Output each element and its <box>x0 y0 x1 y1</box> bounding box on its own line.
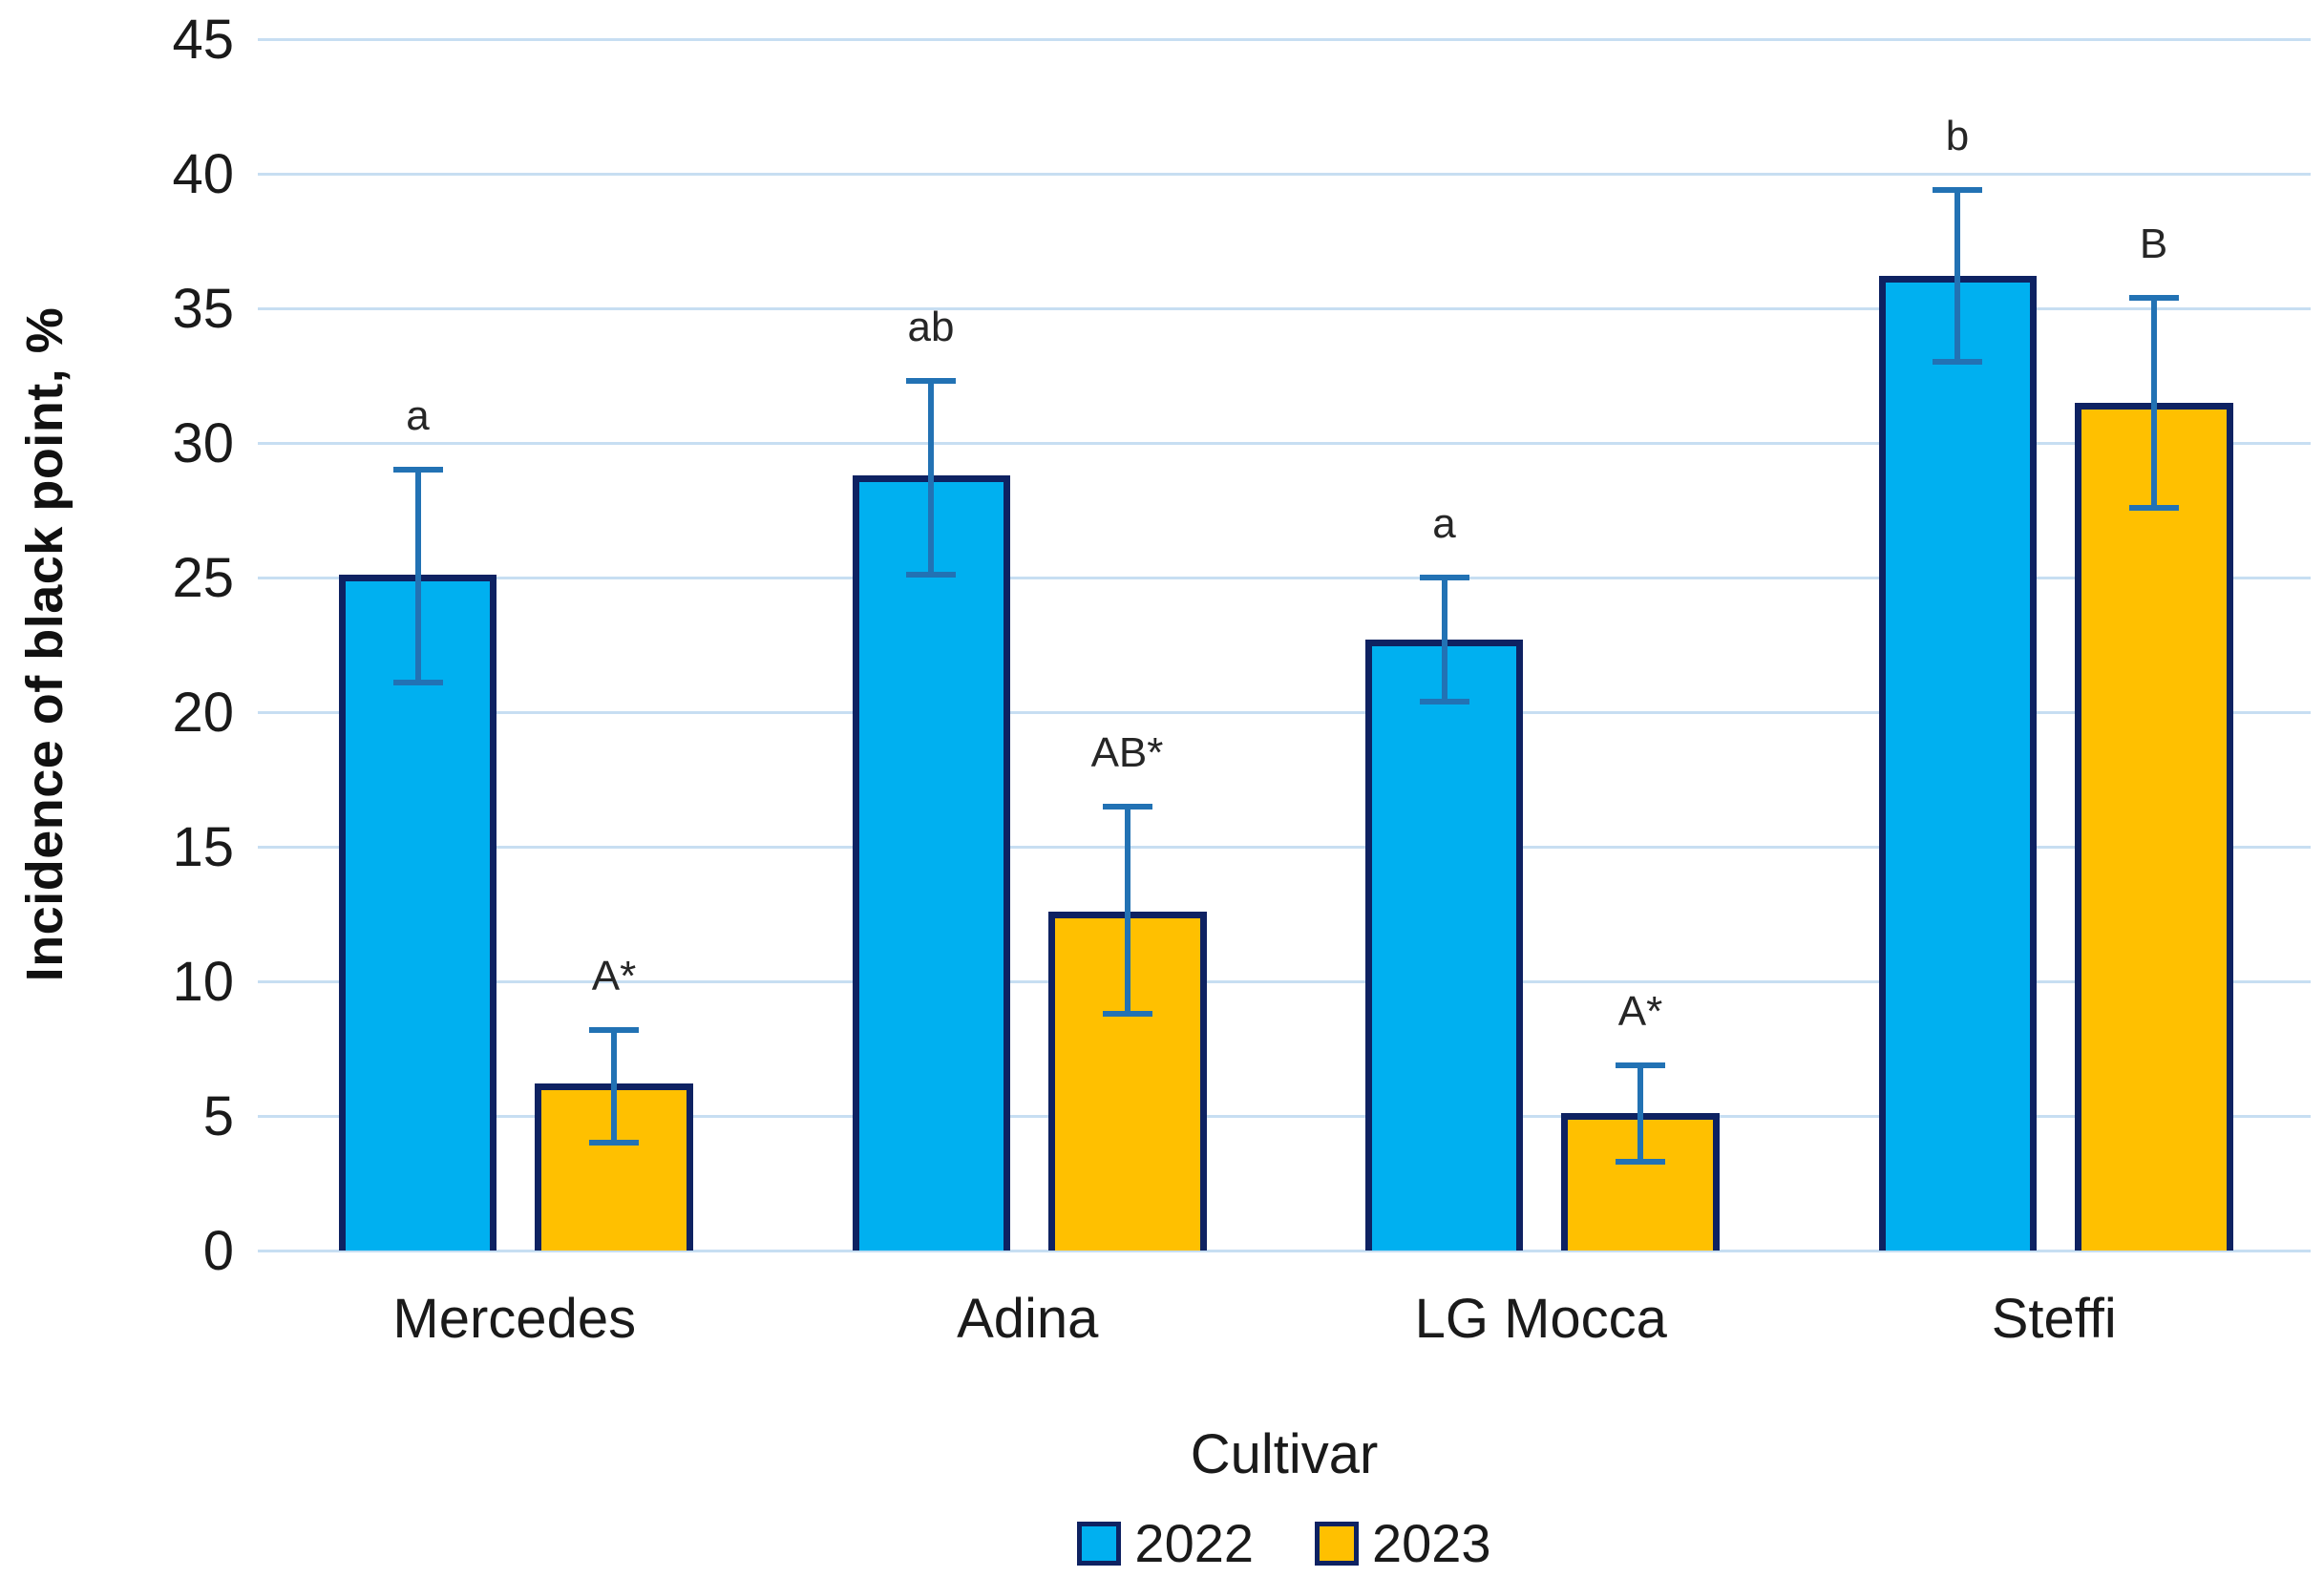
legend-label-2023: 2023 <box>1372 1513 1491 1573</box>
category-label-mercedes: Mercedes <box>392 1288 637 1350</box>
category-label-steffi: Steffi <box>1991 1288 2117 1350</box>
error-cap-low <box>589 1140 639 1146</box>
error-cap-high <box>2128 294 2179 301</box>
error-cap-low <box>1419 698 1469 704</box>
error-cap-low <box>906 572 956 578</box>
y-tick-label-40: 40 <box>172 143 234 205</box>
error-cap-high <box>589 1026 639 1033</box>
grid-line-5 <box>258 1115 2311 1118</box>
significance-letter-2023-lg-mocca: A* <box>1617 987 1663 1035</box>
x-axis-title: Cultivar <box>1190 1423 1379 1485</box>
error-cap-low <box>1933 359 1982 366</box>
y-tick-label-15: 15 <box>172 816 234 878</box>
grid-line-20 <box>258 711 2311 714</box>
grid-line-15 <box>258 846 2311 849</box>
legend-label-2022: 2022 <box>1134 1513 1254 1573</box>
y-tick-label-10: 10 <box>172 951 234 1013</box>
y-tick-label-25: 25 <box>172 547 234 609</box>
error-bar-2023-lg-mocca <box>1637 1062 1643 1165</box>
error-cap-high <box>1616 1062 1665 1068</box>
bar-2022-steffi <box>1878 276 2037 1251</box>
y-tick-label-0: 0 <box>202 1220 234 1282</box>
significance-letter-2022-adina: ab <box>907 304 955 351</box>
error-bar-2022-adina <box>928 378 934 578</box>
grid-line-40 <box>258 173 2311 176</box>
significance-letter-2023-adina: AB* <box>1090 728 1164 776</box>
error-cap-high <box>1419 575 1469 581</box>
legend-item-2023: 2023 <box>1315 1512 1491 1574</box>
significance-letter-2022-steffi: b <box>1945 113 1970 160</box>
category-label-adina: Adina <box>957 1288 1099 1350</box>
error-bar-2023-mercedes <box>611 1026 617 1146</box>
y-tick-label-45: 45 <box>172 9 234 71</box>
y-tick-label-30: 30 <box>172 412 234 474</box>
significance-letter-2023-mercedes: A* <box>591 952 637 999</box>
grid-line-35 <box>258 307 2311 310</box>
plot-area: a A* ab AB* a A* b B <box>258 38 2311 1252</box>
significance-letter-2023-steffi: B <box>2139 220 2168 267</box>
error-cap-low <box>2128 504 2179 511</box>
grid-line-30 <box>258 442 2311 445</box>
grid-line-10 <box>258 980 2311 983</box>
category-label-lg-mocca: LG Mocca <box>1414 1288 1667 1350</box>
error-bar-2022-mercedes <box>414 467 421 685</box>
bar-2023-steffi <box>2074 402 2233 1251</box>
legend-swatch-2022 <box>1077 1521 1122 1566</box>
error-bar-2023-adina <box>1124 803 1130 1017</box>
error-cap-low <box>1102 1010 1152 1017</box>
bar-2022-adina <box>852 474 1010 1251</box>
bar-2022-mercedes <box>339 575 496 1251</box>
error-bar-2022-steffi <box>1954 187 1960 366</box>
y-tick-label-35: 35 <box>172 278 234 340</box>
legend-swatch-2023 <box>1315 1521 1359 1566</box>
error-cap-high <box>1102 803 1152 810</box>
error-cap-low <box>1616 1158 1665 1165</box>
y-tick-label-5: 5 <box>202 1085 234 1147</box>
y-tick-label-20: 20 <box>172 682 234 744</box>
grid-line-45 <box>258 38 2311 41</box>
y-axis-title: Incidence of black point, % <box>16 306 74 982</box>
error-cap-high <box>906 378 956 385</box>
grid-line-25 <box>258 577 2311 579</box>
error-cap-low <box>392 679 443 685</box>
error-cap-high <box>392 467 443 473</box>
bar-2022-lg-mocca <box>1365 639 1523 1251</box>
legend-item-2022: 2022 <box>1077 1512 1254 1574</box>
error-bar-2023-steffi <box>2150 294 2157 511</box>
error-cap-high <box>1933 187 1982 194</box>
error-bar-2022-lg-mocca <box>1441 575 1447 704</box>
legend: 2022 2023 <box>258 1512 2311 1574</box>
significance-letter-2022-lg-mocca: a <box>1432 500 1456 548</box>
grid-line-0 <box>258 1250 2311 1252</box>
significance-letter-2022-mercedes: a <box>406 392 430 440</box>
